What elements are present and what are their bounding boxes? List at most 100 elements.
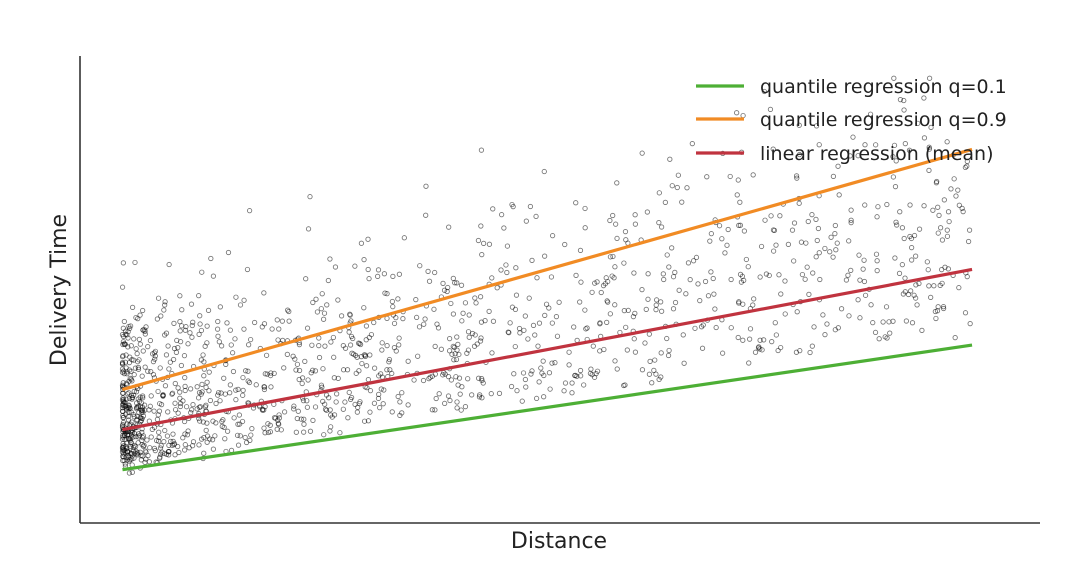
scatter-point [138, 452, 144, 459]
scatter-point [248, 336, 254, 343]
scatter-point [466, 334, 472, 340]
scatter-point [469, 392, 475, 398]
scatter-point [860, 266, 866, 272]
scatter-point [413, 314, 420, 321]
scatter-point [178, 362, 185, 369]
scatter-point [433, 395, 439, 402]
scatter-point [824, 321, 830, 327]
scatter-point [798, 239, 805, 245]
regression-line-2 [122, 267, 973, 432]
scatter-point [919, 327, 925, 333]
scatter-point [122, 449, 128, 455]
scatter-point [365, 266, 371, 273]
scatter-point [125, 417, 132, 423]
scatter-point [313, 296, 319, 302]
scatter-point [708, 269, 714, 275]
scatter-point [380, 401, 386, 407]
scatter-point [135, 364, 141, 371]
scatter-point [204, 323, 210, 329]
scatter-point [171, 320, 177, 327]
scatter-point [462, 300, 469, 306]
scatter-point [660, 271, 666, 277]
scatter-point [459, 318, 465, 324]
scatter-point [446, 224, 452, 230]
scatter-point [188, 410, 194, 416]
scatter-point [355, 404, 361, 411]
scatter-point [830, 173, 837, 180]
scatter-point [227, 382, 233, 388]
scatter-point [956, 285, 962, 291]
plot-area [79, 56, 1040, 524]
scatter-point [770, 146, 776, 152]
scatter-point [793, 173, 800, 179]
scatter-point [465, 329, 472, 335]
scatter-point [861, 257, 867, 263]
scatter-point [602, 281, 608, 287]
scatter-point [908, 288, 914, 294]
scatter-point [384, 291, 390, 297]
scatter-point [301, 416, 307, 422]
scatter-point [172, 400, 178, 406]
scatter-point [925, 267, 931, 273]
scatter-point [761, 88, 767, 95]
scatter-point [639, 367, 646, 373]
scatter-point [121, 457, 127, 464]
scatter-point [697, 297, 703, 304]
scatter-point [453, 356, 460, 363]
scatter-point [367, 388, 374, 394]
scatter-point [562, 380, 569, 386]
scatter-point [126, 470, 133, 476]
scatter-point [534, 275, 540, 281]
scatter-point [197, 321, 203, 327]
scatter-point [489, 350, 495, 356]
scatter-point [928, 124, 934, 130]
scatter-point [528, 371, 534, 377]
scatter-point [125, 455, 132, 461]
scatter-point [897, 97, 904, 103]
scatter-point [128, 409, 134, 415]
scatter-point [799, 271, 806, 278]
scatter-point [911, 292, 917, 298]
scatter-point [930, 207, 936, 213]
scatter-point [177, 319, 183, 325]
scatter-point [610, 212, 616, 219]
scatter-point [735, 334, 741, 341]
scatter-point [199, 269, 205, 275]
scatter-point [656, 219, 662, 226]
scatter-point [850, 134, 856, 140]
scatter-point [734, 192, 740, 198]
scatter-point [952, 334, 958, 341]
scatter-point [166, 366, 172, 372]
scatter-point [177, 389, 183, 395]
scatter-point [687, 276, 693, 283]
scatter-point [838, 306, 845, 312]
scatter-point [384, 367, 390, 373]
scatter-point [252, 319, 258, 326]
scatter-point [386, 359, 392, 365]
scatter-point [761, 337, 767, 343]
scatter-point [561, 388, 567, 394]
scatter-point [291, 403, 297, 409]
scatter-point [177, 403, 184, 410]
scatter-point [882, 334, 888, 340]
scatter-point [738, 279, 745, 285]
scatter-point [772, 320, 778, 326]
scatter-point [455, 341, 461, 348]
scatter-point [525, 336, 531, 342]
scatter-point [249, 425, 255, 432]
scatter-point [479, 395, 485, 401]
scatter-point [185, 428, 191, 434]
scatter-point [185, 341, 191, 347]
scatter-point [426, 375, 432, 382]
scatter-point [210, 418, 216, 424]
scatter-point [796, 122, 802, 128]
scatter-point [347, 312, 353, 318]
scatter-point [354, 409, 360, 415]
scatter-point [405, 402, 411, 408]
scatter-point [212, 433, 218, 439]
scatter-point [377, 405, 383, 411]
scatter-point [540, 358, 546, 364]
scatter-point [367, 352, 373, 358]
scatter-point [338, 313, 345, 319]
scatter-point [261, 321, 268, 327]
